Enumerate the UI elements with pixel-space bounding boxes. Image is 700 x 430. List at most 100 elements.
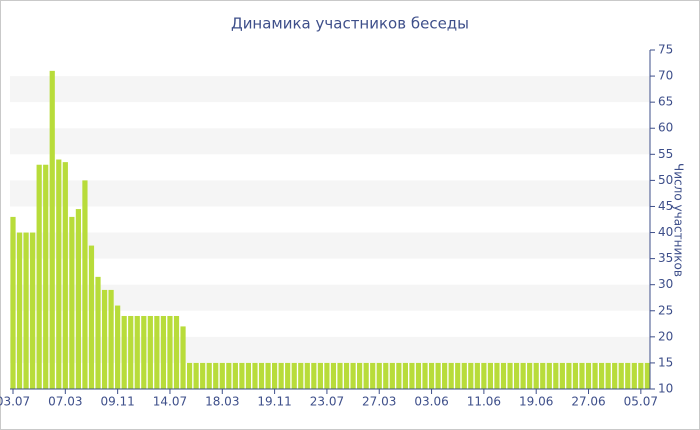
x-tick-label: 11.06 [467,395,501,409]
bar [193,362,199,389]
bar [115,305,121,389]
bar [128,315,134,389]
bar [507,362,513,389]
bar [442,362,448,389]
bar [95,276,101,389]
bar [448,362,454,389]
bar [540,362,546,389]
bar [396,362,402,389]
y-tick-label: 25 [658,303,673,317]
bar [23,232,29,389]
bar [389,362,395,389]
bar [612,362,618,389]
grid-band [10,128,650,155]
bar [232,362,238,389]
bar [304,362,310,389]
bar [75,209,81,389]
bar [605,362,611,389]
x-tick-label: 18.03 [205,395,239,409]
bar [10,216,16,389]
bar [245,362,252,389]
y-tick-label: 50 [658,173,673,187]
bar [160,315,167,389]
bar [337,362,343,389]
bar [298,362,304,389]
bar [330,362,337,389]
bar [559,362,565,389]
bar [592,362,598,389]
bar [474,362,480,389]
bar [154,315,160,389]
bar [219,362,225,389]
bar [638,362,644,389]
bar [36,164,42,389]
y-tick-label: 60 [658,121,673,135]
bar [585,362,592,389]
bar [180,326,186,389]
bar [566,362,572,389]
y-axis-label: Число участников [672,163,686,277]
bar [206,362,212,389]
bar [62,162,68,389]
bar [285,362,291,389]
y-tick-label: 70 [658,69,673,83]
y-tick-label: 15 [658,355,673,369]
bar [376,362,382,389]
bar [167,315,173,389]
grid-band [10,180,650,207]
bar [409,362,415,389]
bar [88,245,95,389]
bar [147,315,153,389]
bar [258,362,265,389]
y-tick-label: 10 [658,382,673,396]
y-tick-label: 20 [658,329,673,343]
bar [415,362,422,389]
y-tick-label: 40 [658,225,673,239]
bar [422,362,428,389]
bar [134,315,140,389]
bar [239,362,245,389]
bar [108,289,114,389]
bar [513,362,520,389]
bar [481,362,487,389]
bar [572,362,579,389]
bar [43,164,49,389]
bar [487,362,494,389]
bar [49,70,55,389]
y-tick-label: 75 [658,43,673,57]
x-tick-label: 27.03 [362,395,396,409]
chart-title: Динамика участников беседы [231,15,469,33]
bar [16,232,23,389]
bar [30,232,36,389]
x-tick-label: 19.06 [519,395,553,409]
bar [265,362,271,389]
bar [455,362,461,389]
y-tick-label: 45 [658,199,673,213]
bar [579,362,585,389]
x-tick-label: 03.06 [414,395,448,409]
bar [527,362,533,389]
bar [625,362,631,389]
y-tick-label: 35 [658,251,673,265]
bar [428,362,435,389]
bar [520,362,526,389]
bar [278,362,284,389]
y-tick-label: 65 [658,95,673,109]
bar [500,362,507,389]
bar [324,362,330,389]
bar [200,362,206,389]
bar [363,362,369,389]
x-tick-label: 03.07 [0,395,30,409]
bar [494,362,500,389]
bar [56,159,62,389]
bar [370,362,376,389]
bar [141,315,147,389]
bar [317,362,323,389]
bar [644,362,650,389]
bar [546,362,552,389]
bar [186,362,193,389]
bar [553,362,559,389]
bar [343,362,350,389]
x-tick-label: 27.06 [571,395,605,409]
